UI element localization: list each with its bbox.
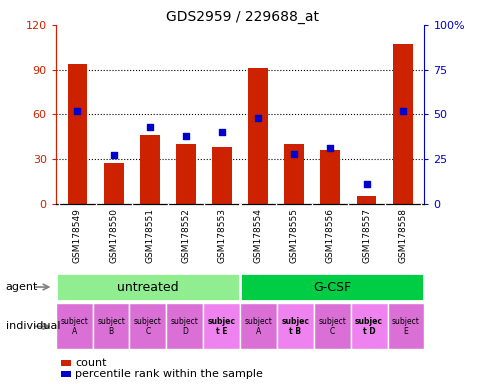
Point <box>254 115 261 121</box>
Point <box>109 152 117 158</box>
Point <box>146 124 153 130</box>
Bar <box>56 303 92 349</box>
Text: GSM178553: GSM178553 <box>217 208 226 263</box>
Bar <box>284 144 303 204</box>
Bar <box>176 144 196 204</box>
Text: count: count <box>75 358 106 368</box>
Point <box>290 151 298 157</box>
Bar <box>313 303 350 349</box>
Text: GSM178556: GSM178556 <box>325 208 334 263</box>
Text: subject
B: subject B <box>97 317 125 336</box>
Bar <box>350 303 387 349</box>
Point <box>74 108 81 114</box>
Text: subjec
t E: subjec t E <box>207 317 235 336</box>
Bar <box>320 150 340 204</box>
Text: subject
A: subject A <box>244 317 272 336</box>
Text: agent: agent <box>6 282 38 292</box>
Bar <box>248 68 268 204</box>
Text: subject
E: subject E <box>391 317 419 336</box>
Bar <box>240 303 276 349</box>
Bar <box>387 303 424 349</box>
Bar <box>67 64 87 204</box>
Text: GDS2959 / 229688_at: GDS2959 / 229688_at <box>166 10 318 23</box>
Text: subject
C: subject C <box>134 317 162 336</box>
Bar <box>129 303 166 349</box>
Bar <box>139 135 159 204</box>
Bar <box>166 303 203 349</box>
Text: G-CSF: G-CSF <box>313 281 350 293</box>
Text: untreated: untreated <box>117 281 179 293</box>
Point <box>398 108 406 114</box>
Bar <box>212 147 231 204</box>
Point <box>218 129 226 135</box>
Bar <box>104 163 123 204</box>
Bar <box>240 273 424 301</box>
Bar <box>203 303 240 349</box>
Text: subject
C: subject C <box>318 317 346 336</box>
Text: GSM178557: GSM178557 <box>362 208 370 263</box>
Text: subject
A: subject A <box>60 317 88 336</box>
Text: individual: individual <box>6 321 60 331</box>
Text: subjec
t D: subjec t D <box>354 317 382 336</box>
Bar <box>60 371 71 377</box>
Point <box>326 145 333 151</box>
Point <box>362 181 370 187</box>
Bar <box>356 196 376 204</box>
Text: GSM178549: GSM178549 <box>73 208 82 263</box>
Text: GSM178555: GSM178555 <box>289 208 298 263</box>
Text: subject
D: subject D <box>170 317 198 336</box>
Text: GSM178550: GSM178550 <box>109 208 118 263</box>
Text: GSM178552: GSM178552 <box>181 208 190 263</box>
Bar <box>56 273 240 301</box>
Text: GSM178558: GSM178558 <box>397 208 407 263</box>
Bar <box>92 303 129 349</box>
Text: GSM178551: GSM178551 <box>145 208 154 263</box>
Text: GSM178554: GSM178554 <box>253 208 262 263</box>
Bar <box>60 360 71 366</box>
Bar <box>392 44 412 204</box>
Text: percentile rank within the sample: percentile rank within the sample <box>75 369 262 379</box>
Text: subjec
t B: subjec t B <box>281 317 309 336</box>
Point <box>182 132 189 139</box>
Bar <box>276 303 313 349</box>
